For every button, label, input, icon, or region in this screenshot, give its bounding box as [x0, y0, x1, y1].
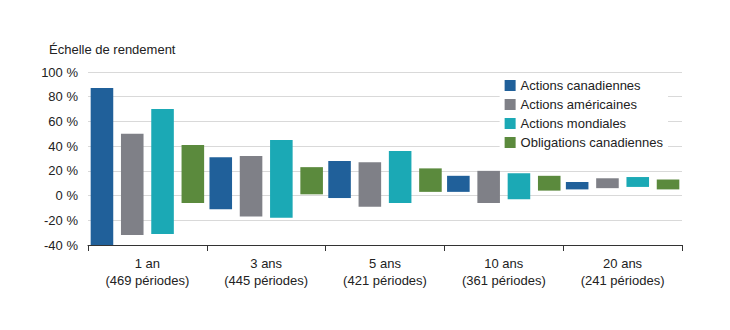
svg-text:40 %: 40 %: [48, 139, 78, 154]
svg-text:Obligations canadiennes: Obligations canadiennes: [521, 135, 664, 150]
svg-text:20 ans: 20 ans: [603, 256, 643, 271]
svg-text:60 %: 60 %: [48, 114, 78, 129]
svg-text:3 ans: 3 ans: [250, 256, 282, 271]
svg-text:Actions mondiales: Actions mondiales: [521, 116, 627, 131]
svg-text:1 an: 1 an: [135, 256, 160, 271]
svg-text:20 %: 20 %: [48, 163, 78, 178]
svg-text:(445 périodes): (445 périodes): [224, 273, 308, 288]
svg-text:0 %: 0 %: [56, 188, 79, 203]
svg-text:-20 %: -20 %: [44, 213, 78, 228]
svg-text:Actions américaines: Actions américaines: [521, 97, 638, 112]
svg-text:(241 périodes): (241 périodes): [581, 273, 665, 288]
svg-text:5 ans: 5 ans: [369, 256, 401, 271]
svg-text:-40 %: -40 %: [44, 238, 78, 253]
svg-text:(361 périodes): (361 périodes): [462, 273, 546, 288]
svg-text:80 %: 80 %: [48, 89, 78, 104]
svg-text:Actions canadiennes: Actions canadiennes: [521, 78, 641, 93]
svg-text:Échelle de rendement: Échelle de rendement: [49, 42, 176, 57]
svg-text:(469 périodes): (469 périodes): [105, 273, 189, 288]
svg-text:100 %: 100 %: [41, 65, 78, 80]
svg-text:10 ans: 10 ans: [484, 256, 524, 271]
svg-text:(421 périodes): (421 périodes): [343, 273, 427, 288]
